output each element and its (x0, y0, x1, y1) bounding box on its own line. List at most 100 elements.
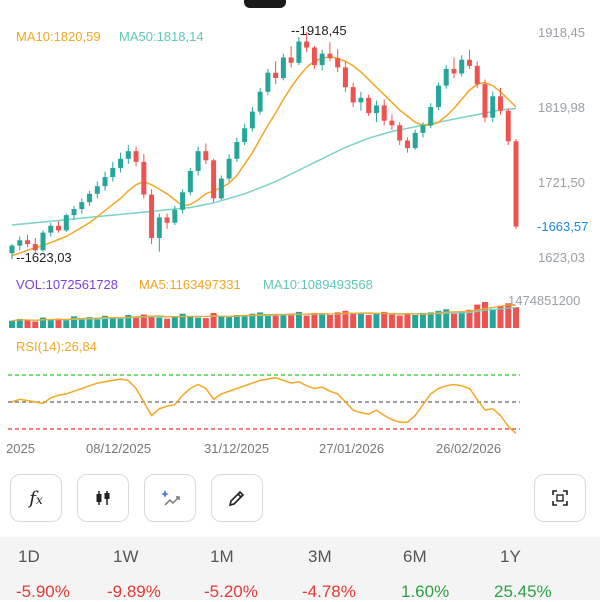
volume-bar (513, 307, 519, 328)
chart-type-button[interactable] (77, 474, 129, 522)
candle (71, 205, 77, 220)
volume-bar (102, 315, 109, 328)
volume-ma5-line (11, 304, 517, 322)
volume-bar (71, 316, 78, 328)
candle (373, 100, 379, 123)
candle (327, 42, 333, 62)
ai-analysis-button[interactable] (144, 474, 196, 522)
candle (141, 154, 147, 199)
candlestick-icon (96, 491, 110, 505)
perf-period: 1D (18, 547, 40, 566)
candle (490, 91, 496, 123)
x-tick-3: 31/12/2025 (204, 441, 269, 456)
candle (226, 154, 232, 182)
volume-bar (117, 318, 124, 328)
volume-bar (311, 312, 318, 328)
volume-bar (396, 315, 403, 328)
status-notch (244, 0, 286, 8)
candle (412, 129, 418, 150)
x-tick-4: 27/01/2026 (319, 441, 384, 456)
candle (79, 198, 85, 214)
current-price-label: -1663,57 (537, 219, 588, 234)
volume-bar (249, 313, 256, 328)
candle (125, 145, 131, 165)
volume-bar (195, 317, 202, 328)
candle (172, 205, 178, 226)
x-tick-5: 26/02/2026 (436, 441, 501, 456)
candle (459, 55, 465, 77)
candle (304, 32, 310, 53)
candle (164, 213, 170, 229)
draw-button[interactable] (211, 474, 263, 522)
volume-bar (381, 311, 388, 328)
fullscreen-icon (552, 490, 568, 506)
volume-bar (171, 316, 178, 328)
candle (428, 103, 434, 129)
rsi-line (11, 376, 517, 434)
volume-bar (373, 313, 380, 328)
candle (350, 82, 356, 107)
perf-period: 1M (210, 547, 234, 566)
candle (335, 49, 341, 72)
candle (265, 68, 271, 95)
candle (187, 167, 193, 196)
perf-period: 6M (403, 547, 427, 566)
volume-ma5-legend: MA5:1163497331 (139, 277, 241, 292)
candle (156, 213, 162, 252)
volume-bar (474, 304, 481, 328)
candle (443, 65, 449, 89)
perf-value: -9.89% (107, 582, 161, 601)
candle (32, 237, 38, 254)
fullscreen-button[interactable] (534, 474, 586, 522)
candle (404, 137, 410, 153)
candle (25, 234, 31, 248)
stock-chart[interactable]: MA10:1820,59 MA50:1818,14 1918,45 1819,9… (0, 0, 600, 470)
perf-period: 3M (308, 547, 332, 566)
candle (505, 108, 511, 146)
chart-toolbar: fx (0, 474, 600, 526)
volume-legend: VOL:1072561728 (16, 277, 118, 292)
volume-bar (24, 320, 31, 328)
ma10-legend: MA10:1820,59 (16, 29, 101, 44)
volume-bar (334, 312, 341, 328)
volume-bar (443, 309, 450, 328)
volume-bar (218, 316, 225, 328)
candle (56, 221, 62, 233)
perf-value: 1.60% (401, 582, 450, 601)
volume-bar (55, 318, 62, 328)
candle (102, 171, 108, 191)
perf-period: 1Y (500, 547, 521, 566)
indicator-fx-button[interactable]: fx (10, 474, 62, 522)
ma50-legend: MA50:1818,14 (119, 29, 204, 44)
candle (397, 122, 403, 146)
candle (497, 87, 503, 115)
ma50-line (11, 107, 517, 226)
candle (358, 91, 364, 111)
pencil-icon (228, 490, 245, 507)
perf-value: -4.78% (302, 582, 356, 601)
candle (474, 61, 480, 88)
volume-bar (9, 320, 15, 328)
candle (180, 189, 186, 214)
candle (234, 137, 240, 162)
rsi-legend: RSI(14):26,84 (16, 339, 97, 354)
volume-bar (326, 315, 333, 328)
candle (257, 87, 263, 115)
volume-bar (257, 312, 264, 328)
candle (94, 181, 100, 199)
candle (435, 82, 441, 111)
candle (63, 213, 69, 232)
candle (218, 175, 224, 200)
volume-bar (288, 313, 295, 328)
candle (17, 236, 23, 251)
candle (296, 36, 302, 66)
volume-bar (133, 316, 140, 328)
candle (203, 143, 209, 165)
volume-bar (319, 314, 326, 328)
volume-bar (295, 311, 302, 328)
volume-bar (342, 310, 349, 328)
volume-bar (481, 302, 488, 328)
volume-bar (419, 312, 426, 328)
volume-bar (109, 317, 116, 328)
perf-value: -5.90% (16, 582, 70, 601)
